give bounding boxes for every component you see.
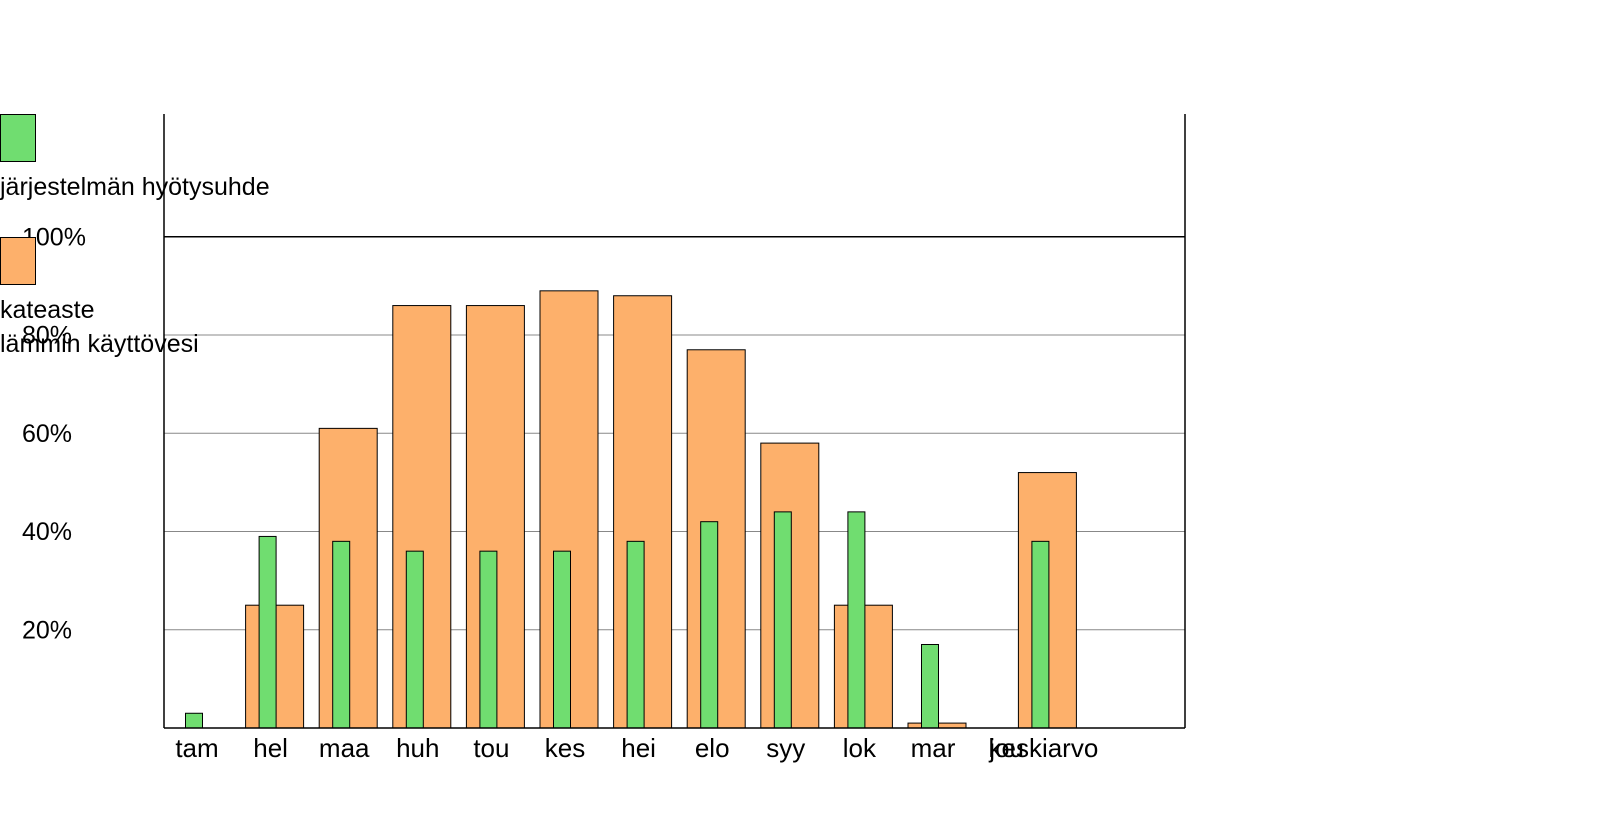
legend-swatch [0, 237, 36, 285]
bar [847, 511, 866, 729]
y-tick-label: 80% [22, 322, 72, 350]
x-tick-label: elo [695, 733, 730, 763]
legend-label: järjestelmän hyötysuhde [0, 173, 270, 201]
x-tick-label: jou [988, 733, 1024, 763]
bar [258, 535, 277, 729]
x-tick-label: huh [396, 733, 439, 763]
legend-item: järjestelmän hyötysuhde [0, 114, 270, 204]
bar [332, 540, 351, 729]
y-tick-label: 60% [22, 420, 72, 448]
bar [479, 550, 498, 729]
legend-item: kateaste lämmin käyttövesi [0, 237, 199, 361]
x-tick-label: kes [545, 733, 585, 763]
bar [921, 643, 939, 729]
legend-swatch [0, 114, 36, 162]
legend-label: kateaste lämmin käyttövesi [0, 296, 199, 358]
bar [626, 540, 645, 729]
bar [553, 550, 571, 729]
x-tick-label: tam [175, 733, 218, 763]
x-tick-label: hel [253, 733, 288, 763]
bar [185, 712, 203, 729]
x-tick-label: tou [473, 733, 509, 763]
x-tick-label: lok [843, 733, 877, 763]
y-tick-label: 20% [22, 616, 72, 644]
y-tick-label: 40% [22, 518, 72, 546]
bar [773, 511, 792, 729]
bar [405, 550, 424, 729]
x-tick-label: keskiarvo [988, 733, 1098, 763]
x-tick-label: hei [621, 733, 656, 763]
bar [700, 521, 719, 729]
x-tick-label: syy [766, 733, 805, 763]
x-tick-label: maa [319, 733, 370, 763]
x-tick-label: mar [911, 733, 956, 763]
bar [1031, 540, 1050, 729]
